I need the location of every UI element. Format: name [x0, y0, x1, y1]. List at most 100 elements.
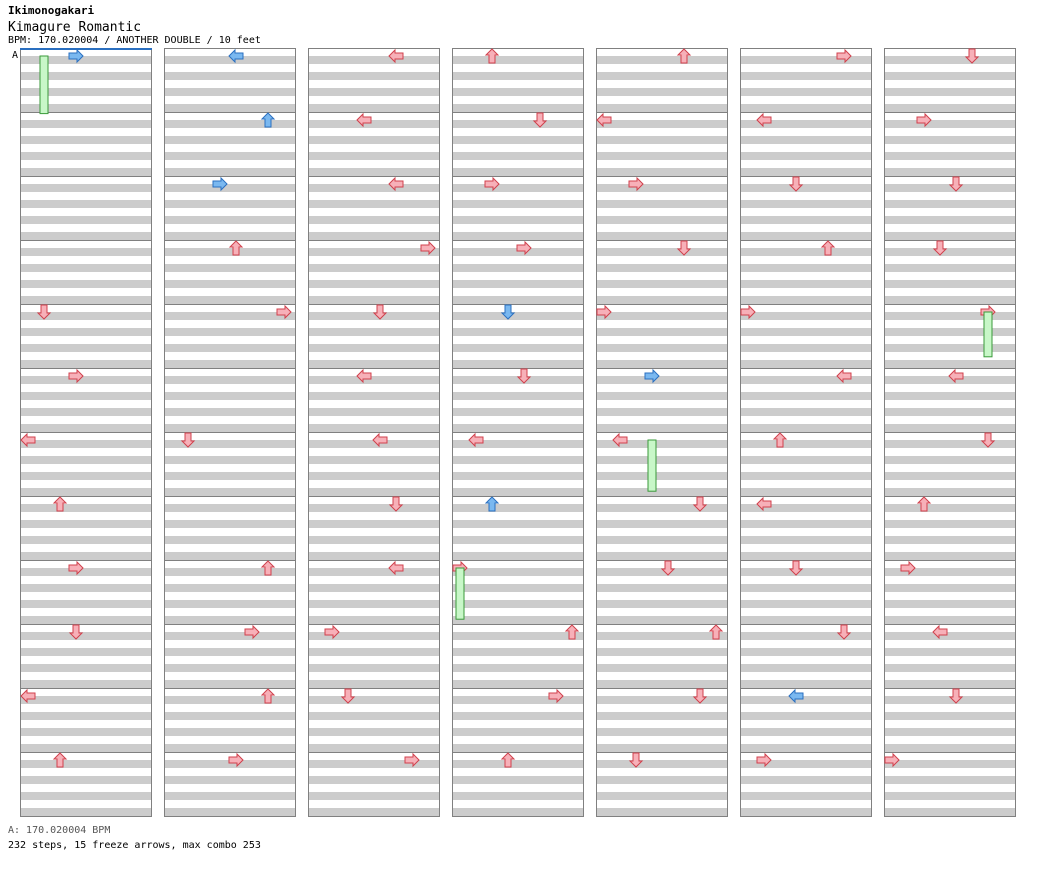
step-arrow-left [756, 112, 772, 128]
beat-stripe [164, 72, 296, 80]
beat-stripe [164, 56, 296, 64]
beat-stripe [452, 712, 584, 720]
beat-stripe [740, 136, 872, 144]
beat-stripe [596, 216, 728, 224]
beat-stripe [308, 552, 440, 560]
beat-stripe [596, 520, 728, 528]
beat-stripe [308, 184, 440, 192]
beat-stripe [308, 296, 440, 304]
beat-stripe [740, 216, 872, 224]
beat-stripe [164, 488, 296, 496]
beat-stripe [740, 360, 872, 368]
beat-stripe [452, 120, 584, 128]
step-arrow-up [484, 48, 500, 64]
beat-stripe [308, 328, 440, 336]
beat-stripe [740, 760, 872, 768]
beat-stripe [308, 760, 440, 768]
chart-info: BPM: 170.020004 / ANOTHER DOUBLE / 10 fe… [8, 35, 261, 46]
beat-stripe [596, 504, 728, 512]
step-arrow-right [276, 304, 292, 320]
step-arrow-down [692, 496, 708, 512]
step-arrow-right [644, 368, 660, 384]
beat-stripe [596, 168, 728, 176]
step-arrow-left [932, 624, 948, 640]
chart-column [164, 48, 296, 817]
step-arrow-up [916, 496, 932, 512]
step-arrow-right [404, 752, 420, 768]
beat-stripe [884, 568, 1016, 576]
beat-stripe [884, 616, 1016, 624]
step-arrow-right [596, 304, 612, 320]
beat-stripe [740, 648, 872, 656]
beat-stripe [20, 344, 152, 352]
beat-stripe [452, 664, 584, 672]
chart-column [740, 48, 872, 817]
beat-stripe [20, 536, 152, 544]
beat-stripe [452, 152, 584, 160]
beat-stripe [596, 152, 728, 160]
step-arrow-left [388, 48, 404, 64]
step-arrow-down [500, 304, 516, 320]
beat-stripe [164, 248, 296, 256]
step-arrow-up [260, 688, 276, 704]
beat-stripe [164, 552, 296, 560]
step-arrow-up [260, 560, 276, 576]
beat-stripe [20, 152, 152, 160]
beat-stripe [308, 744, 440, 752]
step-arrow-right [516, 240, 532, 256]
column-border [452, 48, 584, 817]
beat-stripe [452, 216, 584, 224]
step-arrow-up [676, 48, 692, 64]
beat-stripe [740, 632, 872, 640]
beat-stripe [596, 392, 728, 400]
beat-stripe [740, 808, 872, 816]
beat-stripe [164, 88, 296, 96]
beat-stripe [452, 584, 584, 592]
beat-stripe [740, 184, 872, 192]
beat-stripe [452, 88, 584, 96]
beat-stripe [884, 200, 1016, 208]
beat-stripe [164, 360, 296, 368]
beat-stripe [596, 552, 728, 560]
beat-stripe [20, 328, 152, 336]
beat-stripe [308, 88, 440, 96]
beat-stripe [884, 664, 1016, 672]
beat-stripe [884, 344, 1016, 352]
beat-stripe [20, 584, 152, 592]
beat-stripe [452, 648, 584, 656]
beat-stripe [596, 56, 728, 64]
step-arrow-right [68, 560, 84, 576]
beat-stripe [452, 184, 584, 192]
beat-stripe [308, 344, 440, 352]
step-arrow-down [372, 304, 388, 320]
column-border [740, 48, 872, 817]
beat-stripe [884, 712, 1016, 720]
beat-stripe [596, 808, 728, 816]
beat-stripe [164, 264, 296, 272]
artist-name: Ikimonogakari [8, 4, 95, 17]
beat-stripe [452, 696, 584, 704]
beat-stripe [452, 456, 584, 464]
step-arrow-down [340, 688, 356, 704]
beat-stripe [452, 296, 584, 304]
beat-stripe [452, 776, 584, 784]
beat-stripe [740, 744, 872, 752]
beat-stripe [308, 728, 440, 736]
beat-stripe [452, 392, 584, 400]
step-arrow-right [420, 240, 436, 256]
chart-column [884, 48, 1016, 817]
beat-stripe [164, 104, 296, 112]
beat-stripe [884, 728, 1016, 736]
beat-stripe [884, 56, 1016, 64]
beat-stripe [308, 808, 440, 816]
beat-stripe [884, 536, 1016, 544]
beat-stripe [740, 600, 872, 608]
step-arrow-left [836, 368, 852, 384]
beat-stripe [740, 552, 872, 560]
beat-stripe [596, 200, 728, 208]
beat-stripe [740, 568, 872, 576]
freeze-bar [39, 55, 49, 115]
beat-stripe [596, 360, 728, 368]
beat-stripe [884, 744, 1016, 752]
